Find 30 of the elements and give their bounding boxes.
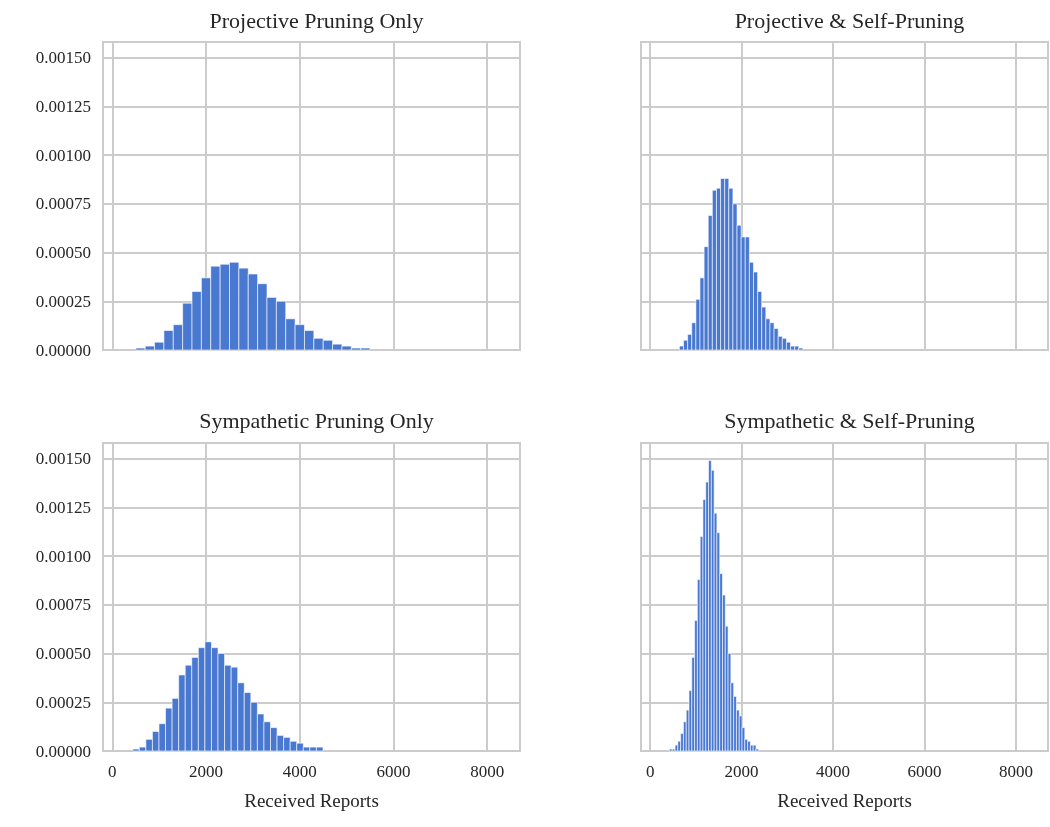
- x-tick-label: 8000: [998, 762, 1033, 781]
- y-tick-label: 0.00050: [35, 243, 91, 263]
- x-tick-label: 2000: [189, 762, 224, 781]
- chart-title: Projective & Self-Pruning: [734, 7, 965, 33]
- x-tick-label: 6000: [376, 762, 411, 781]
- x-tick-label: 4000: [816, 762, 851, 781]
- y-tick-label: 0.00000: [35, 340, 91, 360]
- x-axis-title: Received Reports: [777, 790, 912, 811]
- chart-title: Sympathetic Pruning Only: [199, 407, 434, 433]
- y-tick-label: 0.00150: [35, 449, 91, 469]
- y-tick-label: 0.00025: [35, 291, 91, 311]
- x-tick-label: 0: [645, 762, 655, 781]
- x-tick-label: 0: [108, 762, 117, 781]
- y-tick-label: 0.00125: [35, 497, 91, 517]
- x-axis-title: Received Reports: [244, 790, 379, 811]
- y-tick-label: 0.00150: [35, 48, 91, 68]
- x-tick-label: 4000: [282, 762, 317, 781]
- y-tick-label: 0.00075: [35, 194, 91, 214]
- y-tick-label: 0.00100: [35, 546, 91, 566]
- y-tick-label: 0.00050: [35, 644, 91, 664]
- chart-title: Projective Pruning Only: [209, 7, 424, 33]
- x-tick-label: 2000: [724, 762, 759, 781]
- x-tick-label: 8000: [470, 762, 505, 781]
- y-tick-label: 0.00100: [35, 145, 91, 165]
- x-tick-label: 6000: [907, 762, 942, 781]
- y-tick-label: 0.00075: [35, 595, 91, 615]
- y-tick-label: 0.00025: [35, 692, 91, 712]
- y-tick-label: 0.00125: [35, 96, 91, 116]
- y-tick-label: 0.00000: [35, 741, 91, 761]
- chart-title: Sympathetic & Self-Pruning: [724, 407, 975, 433]
